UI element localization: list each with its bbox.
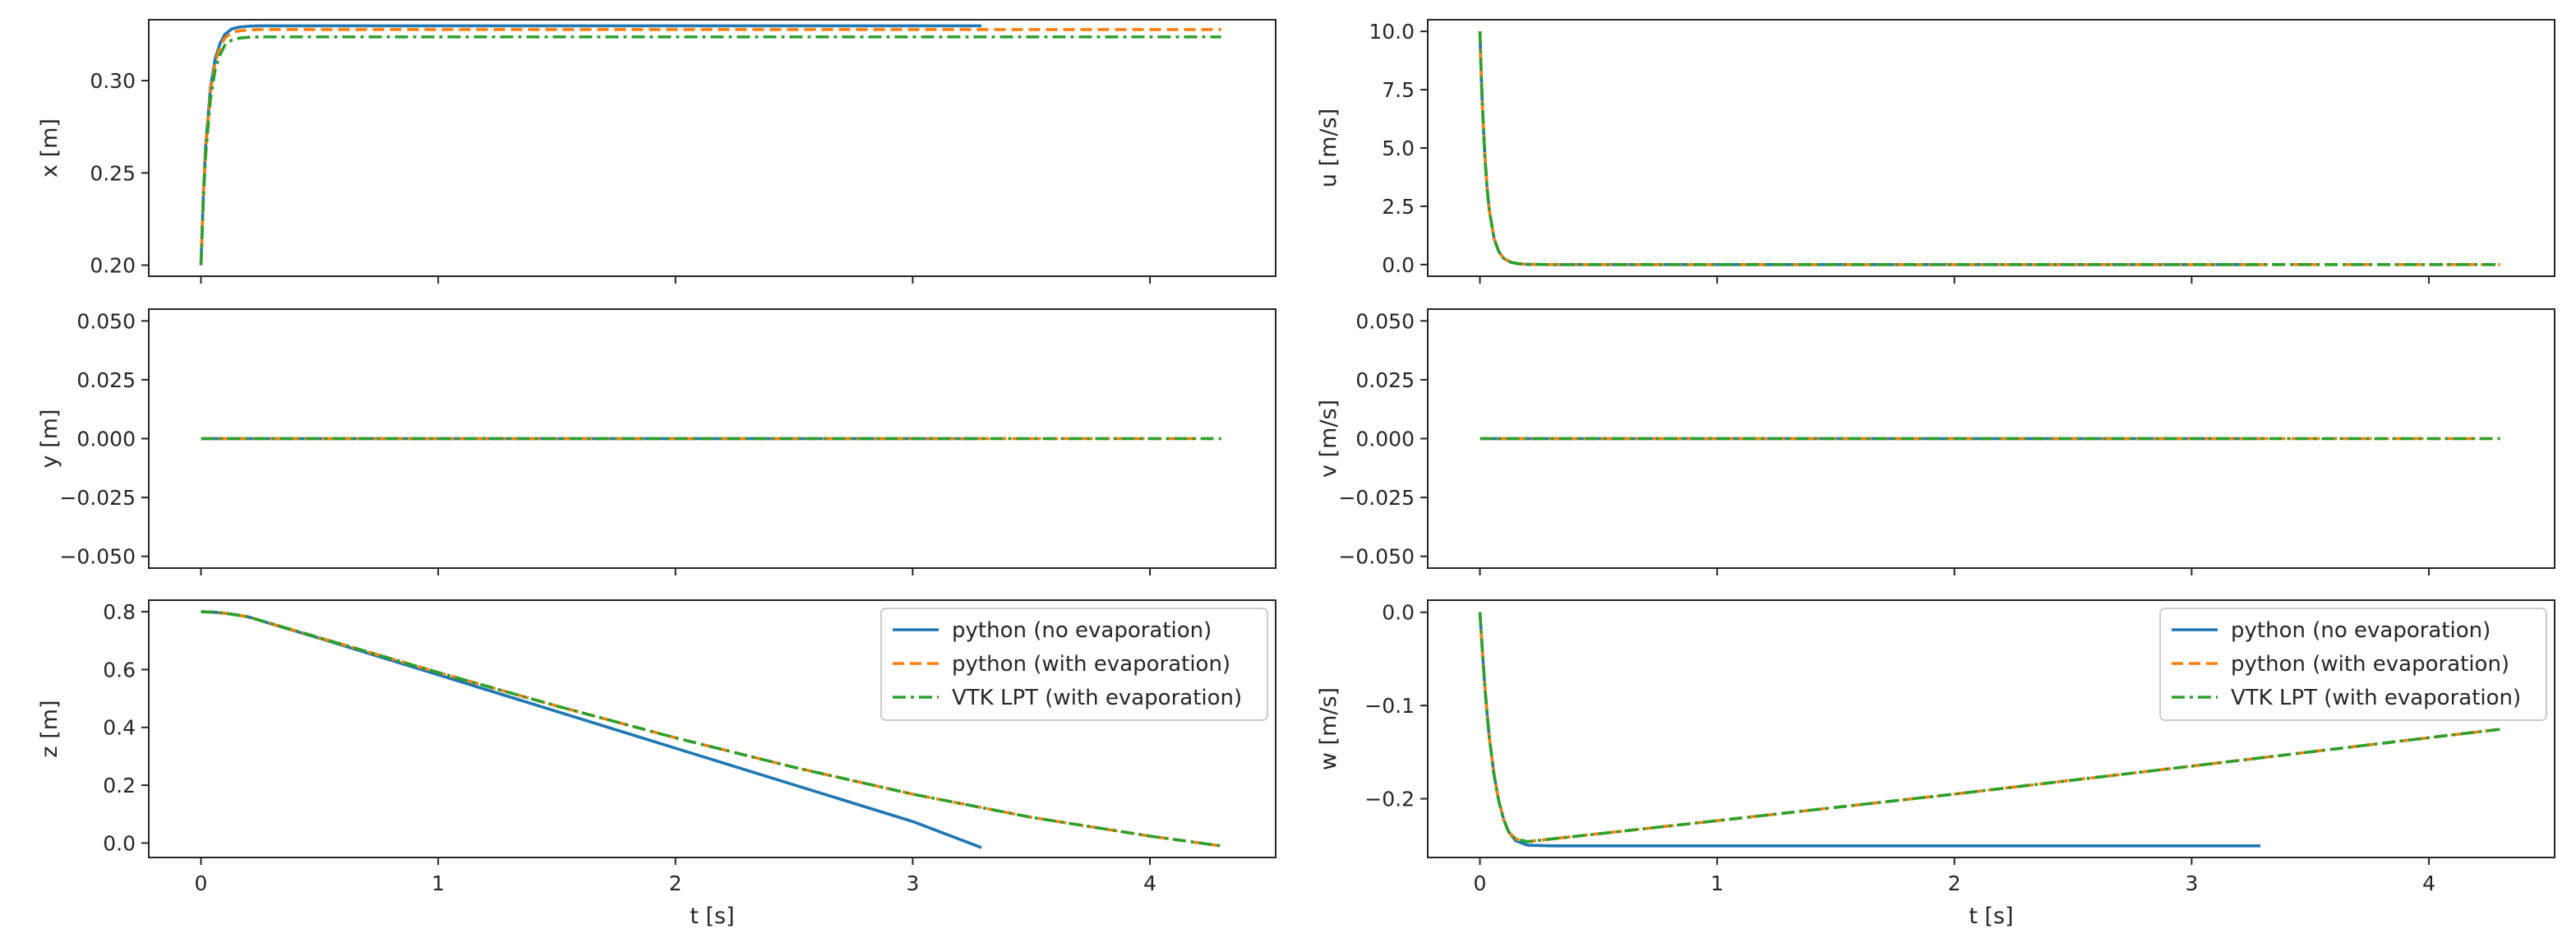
xtick-label-z-4: 4 <box>1143 871 1156 895</box>
panel-w: 0 1 2 3 4 −0.2 −0.1 0.0 w [m/s] t [s] python (no e… <box>1316 599 2555 929</box>
axes-frame-x <box>148 19 1276 277</box>
ytick-label-v-2: 0.000 <box>1355 428 1415 451</box>
series-line-x-2 <box>199 35 1221 266</box>
ytick-label-v-3: 0.025 <box>1355 368 1415 392</box>
ytick-label-v-4: 0.050 <box>1355 309 1415 333</box>
xlabel-z: t [s] <box>690 904 734 929</box>
legend-label-w-2: VTK LPT (with evaporation) <box>2231 686 2521 710</box>
ytick-label-x-1: 0.25 <box>90 161 136 185</box>
ytick-label-y-3: 0.025 <box>76 368 136 392</box>
legend-box-z <box>880 608 1268 721</box>
axes-frame-w <box>1427 599 2555 858</box>
panel-x: 0.20 0.25 0.30 x [m] <box>37 19 1276 284</box>
ytick-label-z-2: 0.4 <box>103 716 136 740</box>
panel-v: −0.050 −0.025 0.000 0.025 0.050 v [m/s] <box>1316 308 2555 576</box>
ytick-label-z-1: 0.2 <box>103 774 136 797</box>
panel-x-series <box>199 24 1221 266</box>
axes-frame-u <box>1427 19 2555 277</box>
ytick-label-v-1: −0.025 <box>1338 486 1415 510</box>
ytick-label-x-0: 0.20 <box>90 254 136 278</box>
panel-u-series <box>1478 31 2500 266</box>
legend-label-w-1: python (with evaporation) <box>2231 652 2509 677</box>
ylabel-x: x [m] <box>37 118 62 178</box>
ytick-label-w-0: −0.2 <box>1364 788 1415 811</box>
xtick-label-z-0: 0 <box>195 871 208 895</box>
ytick-label-y-0: −0.050 <box>59 545 136 569</box>
xtick-label-w-3: 3 <box>2185 871 2198 895</box>
series-line-z-0 <box>201 610 982 849</box>
series-line-z-2 <box>201 610 1221 848</box>
ylabel-v: v [m/s] <box>1316 400 1341 478</box>
panel-u: 0.0 2.5 5.0 7.5 10.0 u [m/s] <box>1316 19 2555 284</box>
series-line-u-0 <box>1478 31 2261 266</box>
ytick-label-w-1: −0.1 <box>1364 694 1415 718</box>
legend-box-w <box>2159 608 2547 721</box>
ytick-label-y-2: 0.000 <box>76 428 136 451</box>
xtick-label-w-0: 0 <box>1474 871 1487 895</box>
axes-frame-z <box>148 599 1276 858</box>
ylabel-u: u [m/s] <box>1316 109 1341 187</box>
ytick-label-y-1: −0.025 <box>59 486 136 510</box>
panel-z: 0 1 2 3 4 0.0 0.2 0.4 0.6 0.8 z [m] t [s] python (no… <box>37 599 1276 929</box>
ytick-label-u-0: 0.0 <box>1382 253 1415 277</box>
legend-label-z-2: VTK LPT (with evaporation) <box>952 686 1242 710</box>
ytick-label-x-2: 0.30 <box>90 69 136 93</box>
xtick-label-z-1: 1 <box>432 871 445 895</box>
panel-w-series <box>1478 612 2500 848</box>
xtick-label-w-4: 4 <box>2422 871 2435 895</box>
legend-label-w-0: python (no evaporation) <box>2231 618 2491 643</box>
ytick-label-z-0: 0.0 <box>103 831 136 855</box>
legend-label-z-0: python (no evaporation) <box>952 618 1212 643</box>
series-line-x-1 <box>199 28 1221 266</box>
ytick-label-y-4: 0.050 <box>76 309 136 333</box>
xtick-label-z-2: 2 <box>669 871 682 895</box>
ylabel-w: w [m/s] <box>1316 687 1341 770</box>
ytick-label-u-3: 7.5 <box>1382 78 1415 102</box>
legend-label-z-1: python (with evaporation) <box>952 652 1230 677</box>
panel-y: −0.050 −0.025 0.000 0.025 0.050 y [m] <box>37 308 1276 576</box>
ytick-label-u-4: 10.0 <box>1369 20 1415 44</box>
series-line-x-0 <box>199 24 982 266</box>
xtick-label-z-3: 3 <box>906 871 919 895</box>
xtick-label-w-2: 2 <box>1948 871 1961 895</box>
ytick-label-w-2: 0.0 <box>1382 601 1415 625</box>
series-line-u-1 <box>1478 31 2500 266</box>
series-line-w-2 <box>1478 612 2500 844</box>
xtick-label-w-1: 1 <box>1710 871 1724 895</box>
ytick-label-z-3: 0.6 <box>103 658 136 682</box>
legend-z: python (no evaporation) python (with evap… <box>880 608 1268 721</box>
ytick-label-u-2: 5.0 <box>1382 136 1415 160</box>
ytick-label-v-0: −0.050 <box>1338 545 1415 569</box>
ylabel-z: z [m] <box>37 700 62 757</box>
ytick-label-z-4: 0.8 <box>103 600 136 624</box>
panel-z-series <box>201 610 1221 849</box>
legend-w: python (no evaporation) python (with evap… <box>2159 608 2547 721</box>
ytick-label-u-1: 2.5 <box>1382 195 1415 219</box>
series-line-u-2 <box>1478 31 2500 266</box>
xlabel-w: t [s] <box>1969 904 2013 929</box>
ylabel-y: y [m] <box>37 409 62 469</box>
series-line-w-0 <box>1478 612 2261 848</box>
